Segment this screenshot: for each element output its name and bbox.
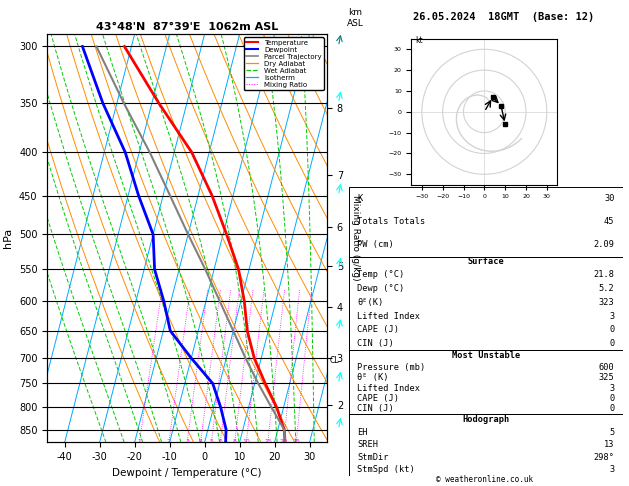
Text: θᴱ (K): θᴱ (K) <box>357 373 389 382</box>
Text: CIN (J): CIN (J) <box>357 404 394 414</box>
Text: © weatheronline.co.uk: © weatheronline.co.uk <box>436 474 533 484</box>
Text: Surface: Surface <box>467 257 504 266</box>
Text: Totals Totals: Totals Totals <box>357 217 426 226</box>
Text: StmDir: StmDir <box>357 453 389 462</box>
Text: 4: 4 <box>199 439 203 444</box>
Text: θᴱ(K): θᴱ(K) <box>357 298 384 307</box>
Text: 323: 323 <box>599 298 615 307</box>
Text: 3: 3 <box>610 312 615 321</box>
X-axis label: Dewpoint / Temperature (°C): Dewpoint / Temperature (°C) <box>113 468 262 478</box>
Text: 298°: 298° <box>594 453 615 462</box>
Text: 6: 6 <box>218 439 222 444</box>
Text: 600: 600 <box>599 363 615 372</box>
Text: Lifted Index: Lifted Index <box>357 312 420 321</box>
Text: EH: EH <box>357 428 368 436</box>
Text: 0: 0 <box>610 326 615 334</box>
Y-axis label: hPa: hPa <box>3 228 13 248</box>
Text: K: K <box>357 194 362 203</box>
Text: 2.09: 2.09 <box>594 241 615 249</box>
Text: CIN (J): CIN (J) <box>357 339 394 348</box>
Text: Lifted Index: Lifted Index <box>357 383 420 393</box>
Text: 325: 325 <box>599 373 615 382</box>
Text: 25: 25 <box>292 439 300 444</box>
Text: SREH: SREH <box>357 440 378 449</box>
Text: 5: 5 <box>209 439 213 444</box>
Text: PW (cm): PW (cm) <box>357 241 394 249</box>
Text: 15: 15 <box>264 439 272 444</box>
Text: 5: 5 <box>610 428 615 436</box>
Text: 0: 0 <box>610 404 615 414</box>
Text: Most Unstable: Most Unstable <box>452 351 520 360</box>
Text: 3: 3 <box>610 466 615 474</box>
Text: 13: 13 <box>604 440 615 449</box>
Text: 26.05.2024  18GMT  (Base: 12): 26.05.2024 18GMT (Base: 12) <box>413 12 594 22</box>
Text: 30: 30 <box>604 194 615 203</box>
Text: 3: 3 <box>185 439 189 444</box>
Y-axis label: Mixing Ratio (g/kg): Mixing Ratio (g/kg) <box>351 195 360 281</box>
Text: Pressure (mb): Pressure (mb) <box>357 363 426 372</box>
Text: 2: 2 <box>167 439 171 444</box>
Text: CL: CL <box>330 356 340 365</box>
Text: 0: 0 <box>610 339 615 348</box>
Text: Temp (°C): Temp (°C) <box>357 270 404 279</box>
Text: Hodograph: Hodograph <box>462 415 509 423</box>
Text: CAPE (J): CAPE (J) <box>357 326 399 334</box>
Text: 20: 20 <box>280 439 287 444</box>
Text: 5.2: 5.2 <box>599 284 615 293</box>
Text: 21.8: 21.8 <box>594 270 615 279</box>
Text: kt: kt <box>416 36 423 45</box>
Text: 3: 3 <box>610 383 615 393</box>
Text: 45: 45 <box>604 217 615 226</box>
Text: 10: 10 <box>242 439 250 444</box>
Text: 1: 1 <box>138 439 142 444</box>
Text: CAPE (J): CAPE (J) <box>357 394 399 403</box>
Legend: Temperature, Dewpoint, Parcel Trajectory, Dry Adiabat, Wet Adiabat, Isotherm, Mi: Temperature, Dewpoint, Parcel Trajectory… <box>244 37 323 90</box>
Text: km
ASL: km ASL <box>347 8 364 28</box>
Text: 8: 8 <box>233 439 237 444</box>
Text: StmSpd (kt): StmSpd (kt) <box>357 466 415 474</box>
Title: 43°48'N  87°39'E  1062m ASL: 43°48'N 87°39'E 1062m ASL <box>96 22 278 32</box>
Text: Dewp (°C): Dewp (°C) <box>357 284 404 293</box>
Text: 0: 0 <box>610 394 615 403</box>
